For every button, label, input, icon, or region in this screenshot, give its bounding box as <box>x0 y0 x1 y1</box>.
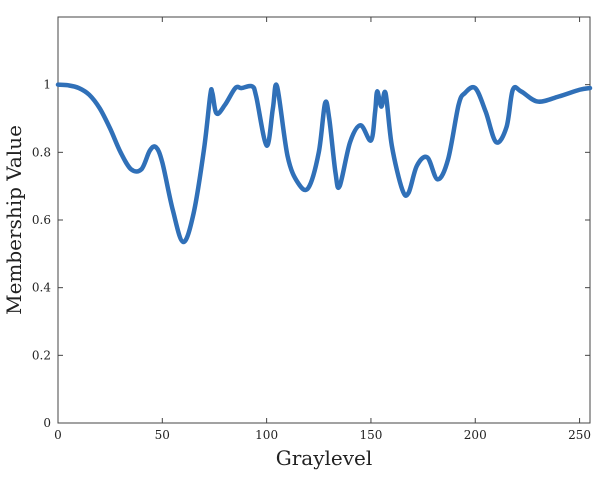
x-tick-label: 150 <box>359 428 382 442</box>
y-tick-label: 1 <box>43 78 51 92</box>
y-tick-label: 0.8 <box>32 145 51 159</box>
series-line <box>55 82 593 245</box>
y-tick-label: 0.2 <box>32 348 51 362</box>
x-tick-label: 0 <box>54 428 62 442</box>
x-tick-label: 200 <box>464 428 487 442</box>
y-tick-label: 0 <box>43 416 51 430</box>
x-tick-label: 50 <box>155 428 170 442</box>
plot-area <box>57 16 591 424</box>
x-tick-label: 100 <box>255 428 278 442</box>
y-axis-label: Membership Value <box>2 125 26 315</box>
x-axis-label: Graylevel <box>276 446 373 470</box>
y-tick-label: 0.4 <box>32 281 51 295</box>
x-tick-label: 250 <box>568 428 591 442</box>
axis-tick-labels: 0 50 100 150 200 250 0 0.2 0.4 0.6 0.8 1 <box>32 78 591 442</box>
y-tick-label: 0.6 <box>32 213 51 227</box>
